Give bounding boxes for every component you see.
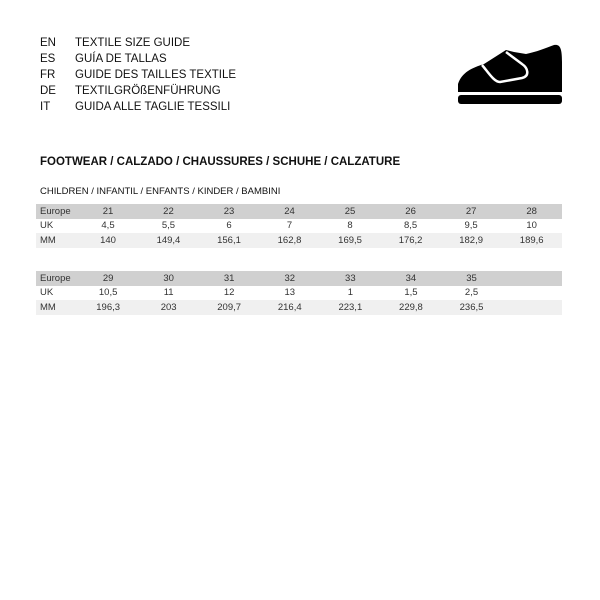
table-cell: 10,5 bbox=[98, 287, 118, 299]
table-cell: 34 bbox=[380, 271, 442, 286]
table-cell: 29 bbox=[77, 271, 139, 286]
table-cell: 35 bbox=[441, 271, 502, 286]
size-table-2: Europe 29 30 31 32 33 34 35 UK 10,5 11 12 13 1 1,5 2,5 M… bbox=[36, 271, 562, 315]
table-cell: 189,6 bbox=[501, 233, 562, 248]
table-cell: 26 bbox=[380, 204, 441, 219]
table-cell: 10 bbox=[526, 220, 537, 232]
table-cell: 209,7 bbox=[198, 300, 260, 315]
table-cell bbox=[502, 286, 562, 301]
table-cell: 22 bbox=[138, 204, 199, 219]
table-cell: 203 bbox=[138, 300, 199, 315]
table-cell: 4,5 bbox=[101, 220, 115, 232]
table-cell: 2,5 bbox=[464, 287, 479, 299]
table-cell: 196,3 bbox=[77, 300, 139, 315]
subsection-title: CHILDREN / INFANTIL / ENFANTS / KINDER /… bbox=[40, 186, 281, 197]
table-cell: 21 bbox=[77, 204, 139, 219]
table-cell: 33 bbox=[320, 271, 381, 286]
table-cell: 32 bbox=[259, 271, 321, 286]
table-cell: 162,8 bbox=[259, 233, 320, 248]
language-code: FR bbox=[40, 69, 56, 81]
language-title: TEXTILE SIZE GUIDE bbox=[75, 37, 191, 49]
table-cell: 30 bbox=[138, 271, 199, 286]
table-cell: 25 bbox=[319, 204, 381, 219]
table-cell: 23 bbox=[198, 204, 260, 219]
table-cell: 5,5 bbox=[161, 220, 176, 232]
shoe-icon bbox=[458, 44, 562, 104]
language-row: IT GUIDA ALLE TAGLIE TESSILI bbox=[40, 99, 236, 115]
language-code: EN bbox=[40, 37, 56, 49]
table-cell: 149,4 bbox=[138, 233, 199, 248]
table-row: MM 196,3 203 209,7 216,4 223,1 229,8 236,5 bbox=[36, 300, 562, 315]
row-label: MM bbox=[36, 300, 78, 315]
language-list: EN TEXTILE SIZE GUIDE ES GUÍA DE TALLAS FR… bbox=[40, 35, 236, 115]
table-row: Europe 21 22 23 24 25 26 27 28 bbox=[36, 204, 562, 219]
language-row: FR GUIDE DES TAILLES TEXTILE bbox=[40, 67, 236, 83]
table-cell: 9,5 bbox=[464, 220, 478, 232]
row-label: UK bbox=[40, 287, 54, 299]
language-row: DE TEXTILGRÖßENFÜHRUNG bbox=[40, 83, 236, 99]
language-code: ES bbox=[40, 53, 56, 65]
table-cell: 156,1 bbox=[198, 233, 260, 248]
table-cell: 216,4 bbox=[259, 300, 321, 315]
table-cell: 12 bbox=[223, 287, 235, 299]
table-cell: 24 bbox=[259, 204, 320, 219]
table-cell: 1 bbox=[347, 287, 353, 299]
table-cell: 7 bbox=[286, 220, 293, 232]
language-title: GUIDE DES TAILLES TEXTILE bbox=[75, 69, 237, 81]
table-cell: 182,9 bbox=[440, 233, 502, 248]
table-cell: 229,8 bbox=[380, 300, 442, 315]
table-cell: 1,5 bbox=[404, 287, 418, 299]
row-label: MM bbox=[36, 233, 78, 248]
table-cell: 176,2 bbox=[380, 233, 441, 248]
table-cell bbox=[501, 271, 562, 286]
table-cell: 169,5 bbox=[319, 233, 381, 248]
language-title: GUÍA DE TALLAS bbox=[75, 53, 167, 65]
language-row: ES GUÍA DE TALLAS bbox=[40, 51, 236, 67]
table-cell: 6 bbox=[226, 220, 232, 232]
section-title: FOOTWEAR / CALZADO / CHAUSSURES / SCHUHE… bbox=[40, 156, 401, 168]
table-cell: 8 bbox=[347, 220, 353, 232]
language-code: DE bbox=[40, 85, 56, 97]
table-cell: 27 bbox=[440, 204, 502, 219]
table-cell: 13 bbox=[284, 287, 296, 299]
language-code: IT bbox=[40, 101, 51, 113]
row-label: Europe bbox=[36, 271, 78, 286]
table-cell: 140 bbox=[77, 233, 139, 248]
table-row: UK 10,5 11 12 13 1 1,5 2,5 bbox=[36, 286, 562, 301]
table-cell: 28 bbox=[501, 204, 562, 219]
table-cell: 31 bbox=[198, 271, 260, 286]
table-cell: 8,5 bbox=[403, 220, 418, 232]
row-label: UK bbox=[40, 220, 54, 232]
language-row: EN TEXTILE SIZE GUIDE bbox=[40, 35, 236, 51]
table-cell: 11 bbox=[163, 287, 174, 299]
table-row: Europe 29 30 31 32 33 34 35 bbox=[36, 271, 562, 286]
table-row: UK 4,5 5,5 6 7 8 8,5 9,5 10 bbox=[36, 219, 562, 234]
table-cell: 236,5 bbox=[441, 300, 502, 315]
table-row: MM 140 149,4 156,1 162,8 169,5 176,2 182,9 189,6 bbox=[36, 233, 562, 248]
size-table-1: Europe 21 22 23 24 25 26 27 28 UK 4,5 5,5 6 7 8 8,5 9,5 1… bbox=[36, 204, 562, 248]
row-label: Europe bbox=[36, 204, 78, 219]
table-cell bbox=[501, 300, 562, 315]
table-cell: 223,1 bbox=[320, 300, 381, 315]
language-title: GUIDA ALLE TAGLIE TESSILI bbox=[75, 101, 231, 113]
language-title: TEXTILGRÖßENFÜHRUNG bbox=[75, 85, 221, 97]
